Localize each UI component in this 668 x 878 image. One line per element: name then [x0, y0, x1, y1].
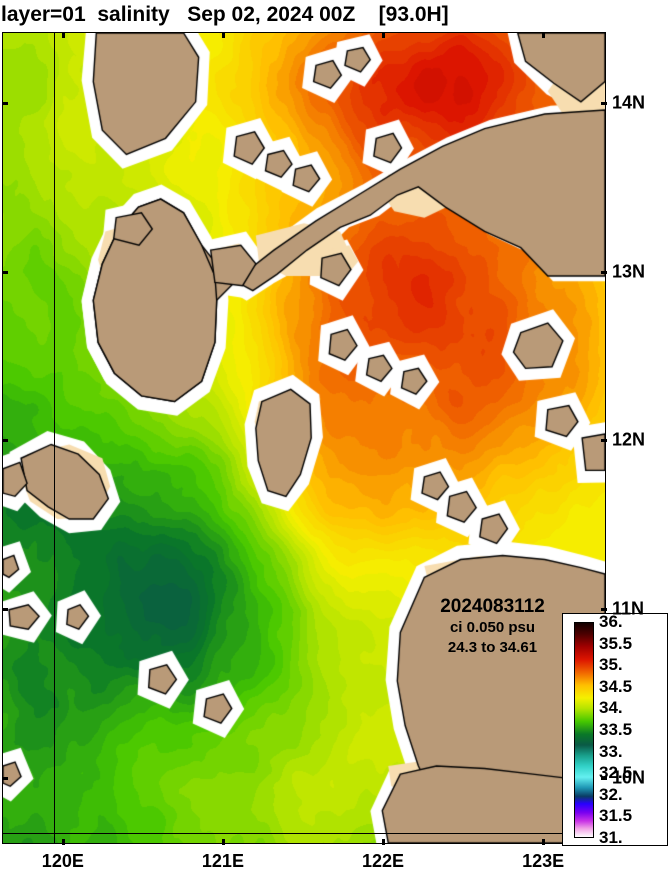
colorbar-tick-34p: 34.: [599, 698, 623, 718]
x-tick-123E: [542, 839, 546, 845]
colorbar-panel: 36. 35.5 35. 34.5 34. 33.5 33. 32.5 32. 31.5 31.: [562, 612, 668, 847]
colorbar-tick-31p: 31.: [599, 828, 623, 847]
x-tick-122E: [382, 839, 386, 845]
x-tick-122E: [382, 32, 386, 38]
colorbar-tick-35p5: 35.5: [599, 633, 633, 653]
gridline-120E: [54, 33, 55, 843]
y-tick-11N: [601, 608, 607, 612]
colorbar-tick-34p5: 34.5: [599, 676, 633, 696]
colorbar-tick-35p: 35.: [599, 655, 623, 675]
y-tick-12N: [601, 439, 607, 443]
salinity-field-canvas: [3, 33, 605, 843]
y-tick-13N: [601, 270, 607, 274]
x-axis-label-123E: 123E: [522, 851, 565, 871]
y-tick-10N: [601, 776, 607, 780]
y-axis-label-12N: 12N: [612, 429, 646, 450]
y-tick-14N: [601, 101, 607, 105]
y-tick-12N: [2, 439, 8, 443]
colorbar-tick-32p: 32.: [599, 784, 623, 804]
x-tick-120E: [61, 32, 65, 38]
y-tick-13N: [2, 270, 8, 274]
y-axis-label-11N: 11N: [612, 598, 645, 619]
colorbar-tick-33p5: 33.5: [599, 720, 633, 739]
x-axis-label-122E: 122E: [362, 851, 405, 871]
colorbar-tick-33p: 33.: [599, 741, 623, 761]
x-tick-121E: [221, 839, 225, 845]
y-axis-label-10N: 10N: [612, 767, 646, 788]
x-tick-120E: [61, 839, 65, 845]
colorbar-tick-36p: 36.: [599, 612, 623, 631]
y-axis-label-14N: 14N: [612, 92, 646, 113]
y-tick-10N: [2, 776, 8, 780]
y-tick-14N: [2, 101, 8, 105]
y-tick-11N: [2, 608, 8, 612]
x-axis-label-120E: 120E: [41, 851, 84, 871]
x-axis-label-121E: 121E: [201, 851, 244, 871]
colorbar-gradient: [574, 622, 594, 838]
x-tick-121E: [221, 32, 225, 38]
map-plot-area[interactable]: [2, 32, 606, 844]
figure-title: layer=01 salinity Sep 02, 2024 00Z [93.0…: [1, 3, 449, 26]
colorbar-tick-labels: 36. 35.5 35. 34.5 34. 33.5 33. 32.5 32. 31.5 31.: [599, 612, 668, 847]
colorbar-tick-31p5: 31.5: [599, 806, 633, 826]
x-tick-123E: [542, 32, 546, 38]
colorbar-tick-32p5: 32.5: [599, 763, 633, 783]
gridline-10N: [3, 833, 605, 834]
y-axis-label-13N: 13N: [612, 261, 646, 282]
